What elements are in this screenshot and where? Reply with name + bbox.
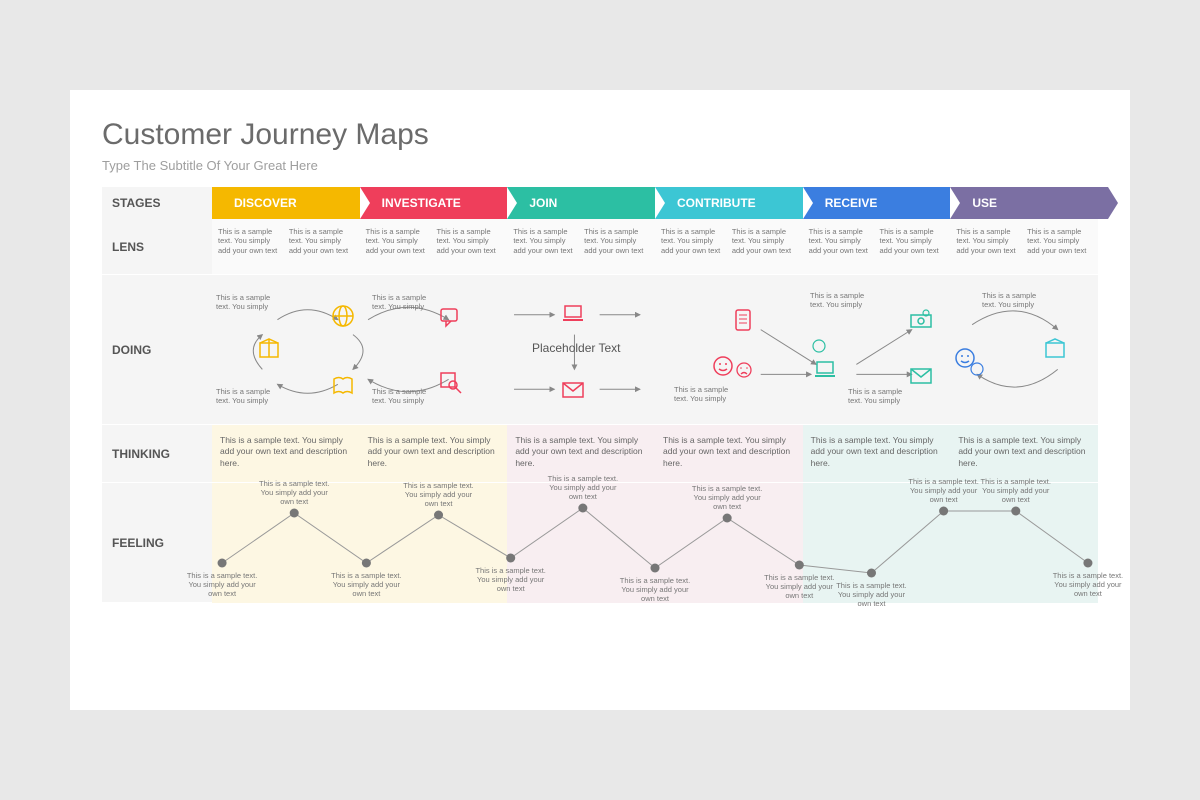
row-label-stages: STAGES xyxy=(102,187,212,219)
thinking-cell: This is a sample text. You simply add yo… xyxy=(950,425,1098,483)
money-icon xyxy=(908,307,934,333)
doing-text: This is a sample text. You simply xyxy=(674,385,744,403)
lens-cell: This is a sample text. You simply add yo… xyxy=(950,219,1098,275)
stages-row: DISCOVERINVESTIGATEJOINCONTRIBUTERECEIVE… xyxy=(212,187,1098,219)
lens-cell: This is a sample text. You simply add yo… xyxy=(212,219,360,275)
feeling-text: This is a sample text. You simply add yo… xyxy=(831,581,911,608)
thinking-cell: This is a sample text. You simply add yo… xyxy=(360,425,508,483)
stage-contribute: CONTRIBUTE xyxy=(655,187,813,219)
doing-text: This is a sample text. You simply xyxy=(216,293,286,311)
smile-icon xyxy=(710,353,736,379)
placeholder-text: Placeholder Text xyxy=(532,341,621,355)
doing-text: This is a sample text. You simply xyxy=(216,387,286,405)
sad-icon xyxy=(734,360,754,380)
stage-use: USE xyxy=(950,187,1108,219)
doing-row: This is a sample text. You simply This i… xyxy=(212,275,1098,425)
lens-cell: This is a sample text. You simply add yo… xyxy=(803,219,951,275)
feeling-text: This is a sample text. You simply add yo… xyxy=(976,477,1056,504)
thinking-cell: This is a sample text. You simply add yo… xyxy=(212,425,360,483)
feeling-text: This is a sample text. You simply add yo… xyxy=(543,474,623,501)
laptop-icon xyxy=(812,357,838,383)
book-icon xyxy=(330,373,356,399)
slide: Customer Journey Maps Type The Subtitle … xyxy=(70,90,1130,710)
sad-icon xyxy=(968,360,986,378)
feeling-text: This is a sample text. You simply add yo… xyxy=(759,573,839,600)
feeling-text: This is a sample text. You simply add yo… xyxy=(326,571,406,598)
feeling-text: This is a sample text. You simply add yo… xyxy=(471,566,551,593)
feeling-text: This is a sample text. You simply add yo… xyxy=(1048,571,1128,598)
doing-text: This is a sample text. You simply xyxy=(848,387,918,405)
mail-icon xyxy=(560,377,586,403)
mail-icon xyxy=(908,363,934,389)
feeling-text: This is a sample text. You simply add yo… xyxy=(904,477,984,504)
doing-text: This is a sample text. You simply xyxy=(810,291,880,309)
doing-text: This is a sample text. You simply xyxy=(372,293,442,311)
feeling-text: This is a sample text. You simply add yo… xyxy=(687,484,767,511)
feeling-text: This is a sample text. You simply add yo… xyxy=(182,571,262,598)
feeling-text: This is a sample text. You simply add yo… xyxy=(615,576,695,603)
box-icon xyxy=(1042,337,1068,363)
stage-receive: RECEIVE xyxy=(803,187,961,219)
row-label-thinking: THINKING xyxy=(102,425,212,483)
laptop-icon xyxy=(560,301,586,327)
journey-grid: STAGES DISCOVERINVESTIGATEJOINCONTRIBUTE… xyxy=(102,187,1098,603)
page-subtitle: Type The Subtitle Of Your Great Here xyxy=(102,158,1098,173)
doing-text: This is a sample text. You simply xyxy=(372,387,442,405)
feeling-text: This is a sample text. You simply add yo… xyxy=(254,479,334,506)
stage-join: JOIN xyxy=(507,187,665,219)
feeling-text: This is a sample text. You simply add yo… xyxy=(399,481,479,508)
lens-cell: This is a sample text. You simply add yo… xyxy=(360,219,508,275)
lens-row: This is a sample text. You simply add yo… xyxy=(212,219,1098,275)
thinking-cell: This is a sample text. You simply add yo… xyxy=(655,425,803,483)
stage-investigate: INVESTIGATE xyxy=(360,187,518,219)
thinking-cell: This is a sample text. You simply add yo… xyxy=(803,425,951,483)
smile-icon xyxy=(810,337,828,355)
thinking-row: This is a sample text. You simply add yo… xyxy=(212,425,1098,483)
document-icon xyxy=(730,307,756,333)
row-label-doing: DOING xyxy=(102,275,212,425)
row-label-lens: LENS xyxy=(102,219,212,275)
globe-icon xyxy=(330,303,356,329)
lens-cell: This is a sample text. You simply add yo… xyxy=(655,219,803,275)
doing-text: This is a sample text. You simply xyxy=(982,291,1052,309)
feeling-row: This is a sample text. You simply add yo… xyxy=(212,483,1098,603)
box-icon xyxy=(256,337,282,363)
stage-discover: DISCOVER xyxy=(212,187,370,219)
page-title: Customer Journey Maps xyxy=(102,118,1098,152)
lens-cell: This is a sample text. You simply add yo… xyxy=(507,219,655,275)
